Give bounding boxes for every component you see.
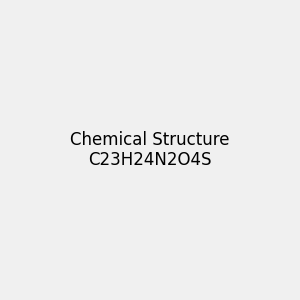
Text: Chemical Structure
C23H24N2O4S: Chemical Structure C23H24N2O4S: [70, 130, 230, 170]
